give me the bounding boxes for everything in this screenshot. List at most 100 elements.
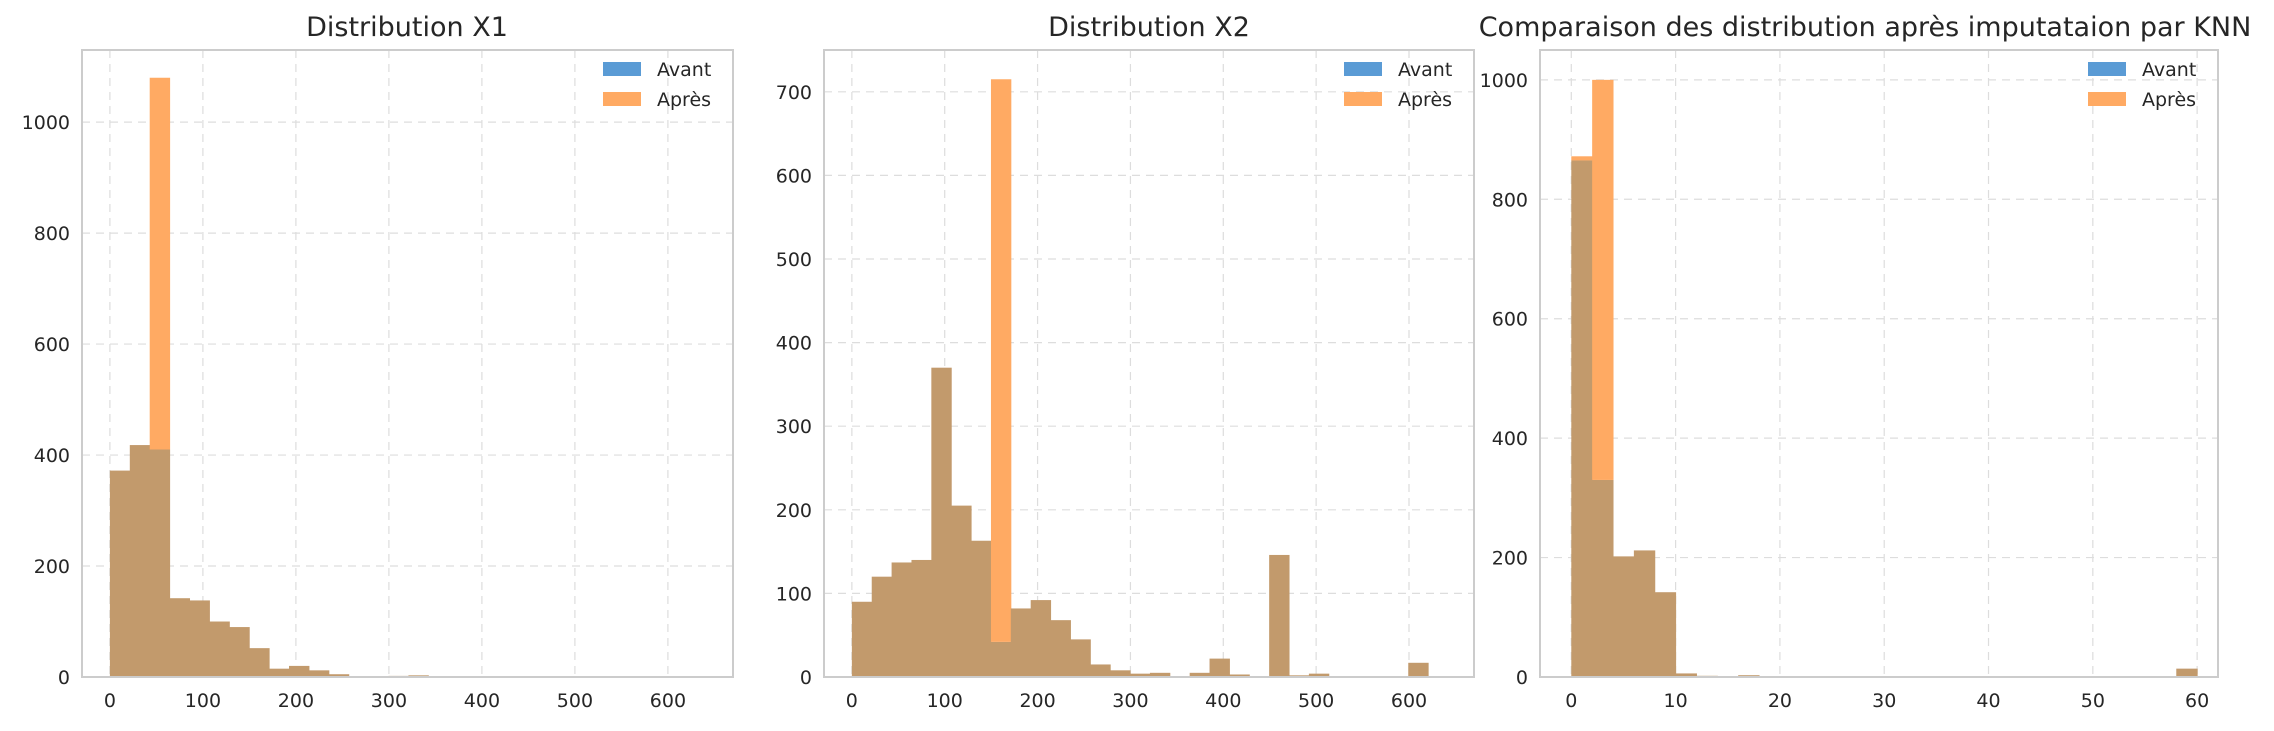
x-tick-label: 60 [2185,690,2209,712]
x-tick-label: 200 [1019,690,1055,712]
plot-frame [1539,49,2219,678]
x-tick-label: 600 [650,690,686,712]
bar-overlap [169,598,191,677]
bar-overlap [1675,673,1697,677]
x-tick-label: 600 [1391,690,1427,712]
legend-label: Avant [657,59,711,81]
subplot-knn-comparison: Comparaison des distribution après imput… [1479,12,2252,712]
chart-title: Comparaison des distribution après imput… [1479,12,2252,43]
y-tick-label: 0 [58,667,70,689]
subplot-x1: Distribution X1 0 100 200 300 400 500 600 0 200 4… [22,12,734,712]
bar-overlap [1110,670,1131,677]
bar-overlap [109,470,131,677]
legend-swatch [1344,92,1382,106]
y-tick-label: 600 [776,165,812,187]
bar-overlap [1571,160,1593,677]
y-tick-label: 200 [776,500,812,522]
bar-overlap [129,445,151,677]
y-tick-label: 100 [776,583,812,605]
y-tick-label: 600 [1492,309,1528,331]
bar-overlap [209,621,230,677]
bar-overlap [1070,639,1091,677]
legend-label: Après [657,89,711,111]
y-tick-label: 300 [776,416,812,438]
bar-overlap [289,665,310,677]
x-tick-label: 50 [2081,690,2105,712]
y-tick-label: 400 [1492,428,1528,450]
bar-overlap [1090,664,1111,677]
x-tick-label: 40 [1976,690,2000,712]
y-tick-label: 800 [1492,189,1528,211]
bar-overlap [328,674,350,677]
bar-overlap [851,601,873,677]
y-tick-label: 200 [1492,548,1528,570]
bar-overlap [1269,554,1290,677]
bar-overlap [1592,479,1614,677]
x-tick-label: 300 [1112,690,1148,712]
bar-overlap [891,562,912,677]
plot-frame [823,49,1475,678]
bar-overlap [971,540,992,677]
x-tick-label: 100 [185,690,221,712]
legend-swatch [1344,62,1382,76]
y-tick-label: 800 [34,223,70,245]
x-tick-label: 400 [464,690,500,712]
bar-overlap [911,559,932,677]
y-tick-label: 1000 [22,112,70,134]
y-tick-label: 1000 [1480,70,1528,92]
x-tick-label: 100 [927,690,963,712]
bar-overlap [871,576,893,677]
bar-overlap [951,505,972,677]
x-tick-label: 0 [1565,690,1577,712]
bar-overlap [1408,662,1429,677]
x-tick-label: 30 [1872,690,1896,712]
bar-overlap [1130,673,1151,677]
bar-overlap [1613,556,1635,677]
x-tick-label: 20 [1768,690,1792,712]
bar-overlap [1030,600,1052,677]
bar-overlap [149,449,171,677]
x-tick-label: 500 [1298,690,1334,712]
y-tick-label: 500 [776,249,812,271]
x-tick-label: 300 [371,690,407,712]
bar-apres [1592,79,1614,480]
bar-overlap [1010,608,1032,677]
plot-frame [81,49,734,678]
bar-overlap [931,367,952,677]
bar-overlap [229,627,250,677]
bar-apres [149,77,171,450]
x-tick-label: 0 [846,690,858,712]
x-tick-label: 500 [557,690,593,712]
bar-overlap [2176,668,2198,677]
bar-overlap [189,600,210,677]
bar-overlap [308,670,330,677]
y-tick-label: 0 [1516,667,1528,689]
legend-swatch [603,92,641,106]
legend-label: Avant [1398,59,1452,81]
bar-overlap [1229,674,1250,677]
bar-apres [990,79,1012,642]
y-tick-label: 400 [34,445,70,467]
y-tick-label: 0 [800,667,812,689]
legend-swatch [2088,92,2126,106]
subplot-x2: Distribution X2 0 100 200 300 400 500 600 0 100 2… [776,12,1475,712]
y-tick-label: 400 [776,333,812,355]
legend-swatch [2088,62,2126,76]
x-tick-label: 200 [278,690,314,712]
legend-label: Après [1398,89,1452,111]
bar-overlap [1209,658,1230,677]
y-tick-label: 700 [776,82,812,104]
bar-overlap [1633,550,1656,677]
bar-apres [1571,156,1593,161]
bar-overlap [1654,592,1677,677]
bar-overlap [1308,673,1330,677]
x-tick-label: 0 [104,690,116,712]
chart-title: Distribution X1 [306,12,508,43]
y-tick-label: 200 [34,556,70,578]
bar-overlap [990,641,1012,677]
legend-swatch [603,62,641,76]
bar-overlap [1149,672,1171,677]
legend-label: Avant [2142,59,2196,81]
chart-title: Distribution X2 [1048,12,1250,43]
